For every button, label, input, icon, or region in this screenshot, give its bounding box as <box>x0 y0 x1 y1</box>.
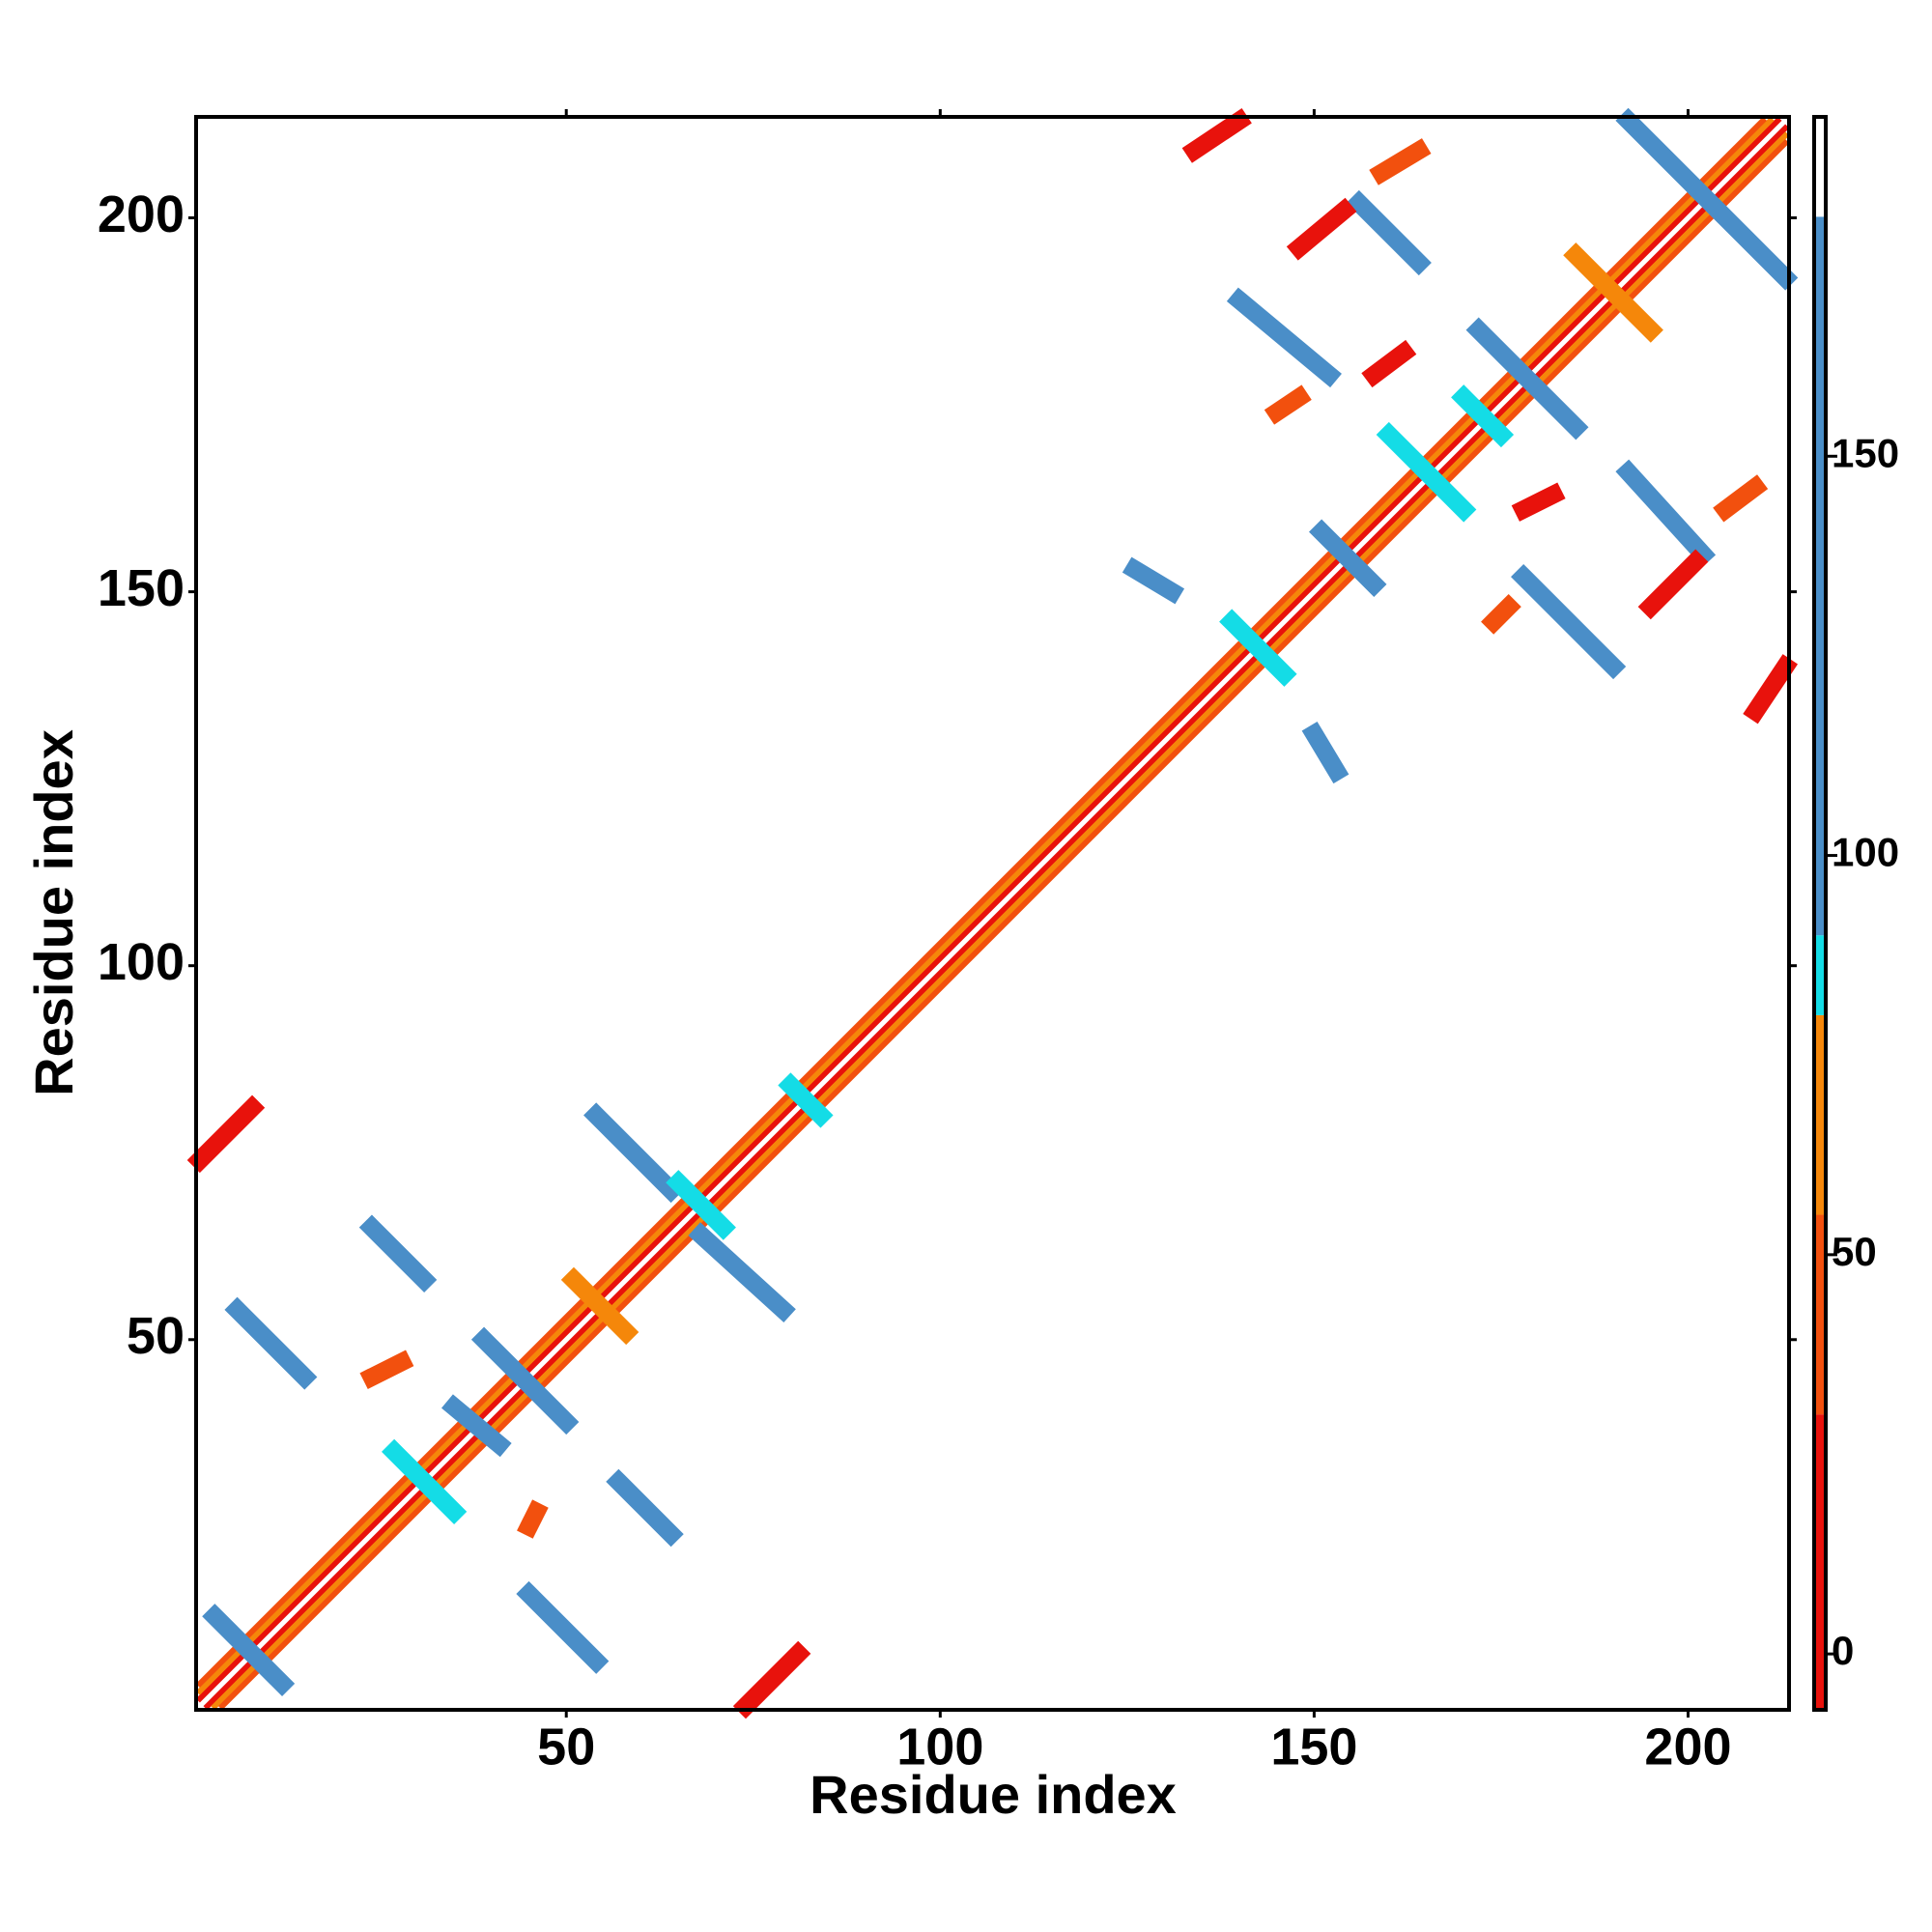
x-tick-label: 150 <box>1270 1718 1357 1776</box>
contact-cells <box>1563 242 1663 343</box>
contact-cells <box>1511 482 1566 522</box>
contact-cells <box>217 138 1790 1711</box>
plot-frame <box>194 115 1791 1712</box>
contact-cells <box>1376 421 1477 523</box>
contact-cells <box>186 1094 266 1174</box>
contact-cells <box>1226 287 1342 388</box>
contact-cells <box>441 1394 512 1458</box>
colorbar-band <box>1814 1414 1826 1710</box>
contact-cells <box>195 116 1782 1703</box>
colorbar-frame <box>1812 115 1828 1712</box>
contact-cells <box>203 124 1790 1711</box>
contact-cells <box>732 1640 811 1719</box>
contact-cells <box>1309 519 1387 597</box>
contact-cells <box>211 131 1790 1711</box>
contact-cells <box>1286 197 1357 261</box>
heatmap <box>186 107 1799 1719</box>
x-axis-title: Residue index <box>810 1764 1177 1825</box>
colorbar-band <box>1814 1214 1826 1415</box>
y-tick-label: 150 <box>98 559 185 617</box>
contact-cells <box>1637 549 1709 620</box>
y-tick-label: 50 <box>127 1307 185 1365</box>
contact-cells <box>202 1604 296 1697</box>
contact-cells <box>1361 339 1417 388</box>
contact-cells <box>606 1468 684 1548</box>
contact-cells <box>382 1438 468 1524</box>
contact-cells <box>517 1499 549 1539</box>
contact-cells <box>1369 138 1432 185</box>
contact-cells <box>195 116 1768 1689</box>
contact-cells <box>1451 384 1515 448</box>
contact-cells <box>1615 459 1717 568</box>
contact-cells <box>224 1296 318 1390</box>
contact-cells <box>666 1170 736 1240</box>
colorbar-band <box>1814 117 1826 217</box>
colorbar-band <box>1814 216 1826 936</box>
contact-cells <box>1301 721 1350 784</box>
colorbar-tick-label: 150 <box>1832 430 1899 475</box>
colorbar-tick-label: 100 <box>1832 830 1899 875</box>
x-tick-label: 200 <box>1644 1718 1731 1776</box>
contact-cells <box>195 116 1775 1695</box>
colorbar-tick-label: 0 <box>1832 1628 1854 1673</box>
contact-cells <box>1122 556 1185 605</box>
contact-cells <box>583 1102 684 1204</box>
contact-cells <box>1511 563 1627 680</box>
x-tick-label: 50 <box>537 1718 595 1776</box>
contact-cells <box>1346 189 1432 276</box>
x-tick-label: 100 <box>896 1718 983 1776</box>
contact-cells <box>1713 474 1769 523</box>
contact-cells <box>778 1072 834 1128</box>
contact-cells <box>1181 107 1252 163</box>
colorbar-tick-label: 50 <box>1832 1229 1877 1274</box>
y-tick-label: 100 <box>98 933 185 991</box>
contact-cells <box>470 1326 580 1435</box>
colorbar-band <box>1814 935 1826 1015</box>
contact-cells <box>560 1266 639 1346</box>
contact-cells <box>516 1580 610 1674</box>
contact-cells <box>1264 384 1312 425</box>
contact-cells <box>1743 654 1799 724</box>
contact-cells <box>358 1214 438 1293</box>
contact-cells <box>688 1222 796 1322</box>
y-tick-label: 200 <box>98 185 185 243</box>
contact-cells <box>1481 593 1521 635</box>
contact-cells <box>1615 107 1799 291</box>
contact-cells <box>1219 609 1297 687</box>
contact-cells <box>1465 317 1589 440</box>
contact-cells <box>359 1350 414 1389</box>
colorbar-band <box>1814 1014 1826 1215</box>
y-axis-title: Residue index <box>23 729 84 1096</box>
